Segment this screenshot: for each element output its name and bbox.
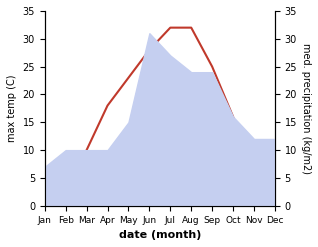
X-axis label: date (month): date (month)	[119, 230, 201, 240]
Y-axis label: max temp (C): max temp (C)	[7, 75, 17, 142]
Y-axis label: med. precipitation (kg/m2): med. precipitation (kg/m2)	[301, 43, 311, 174]
